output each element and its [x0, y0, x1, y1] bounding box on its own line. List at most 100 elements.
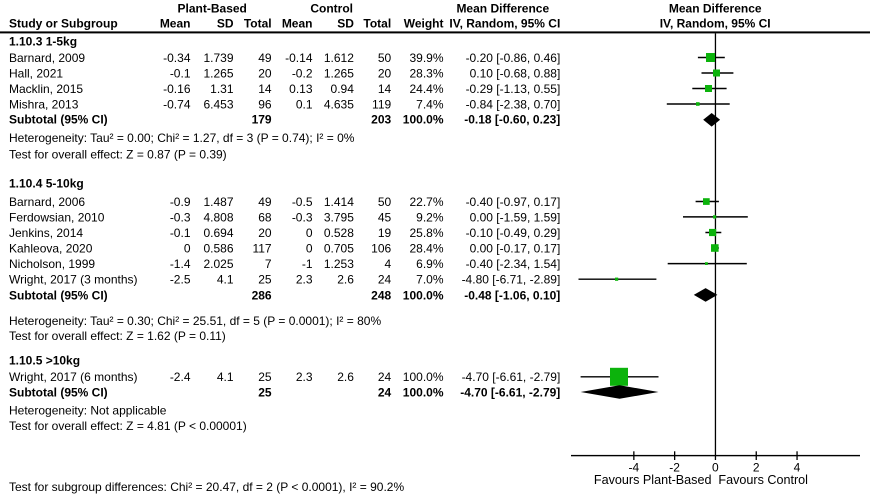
svg-text:Plant-Based: Plant-Based — [178, 2, 247, 16]
svg-text:50: 50 — [378, 195, 392, 209]
svg-text:2.6: 2.6 — [337, 370, 354, 384]
svg-text:4: 4 — [794, 460, 801, 474]
svg-text:Total: Total — [244, 16, 272, 30]
svg-text:1.10.4 5-10kg: 1.10.4 5-10kg — [9, 176, 84, 190]
svg-text:24.4%: 24.4% — [409, 82, 443, 96]
svg-text:-0.1: -0.1 — [170, 66, 191, 80]
svg-text:0: 0 — [306, 226, 313, 240]
svg-text:248: 248 — [371, 288, 391, 302]
svg-text:100.0%: 100.0% — [403, 112, 444, 126]
svg-text:203: 203 — [371, 112, 391, 126]
svg-text:14: 14 — [378, 82, 392, 96]
svg-text:39.9%: 39.9% — [409, 51, 443, 65]
svg-text:7.4%: 7.4% — [416, 97, 444, 111]
svg-text:Weight: Weight — [404, 16, 444, 30]
svg-text:4.635: 4.635 — [324, 97, 354, 111]
svg-text:Wright, 2017 (6 months): Wright, 2017 (6 months) — [9, 370, 138, 384]
svg-text:-4.70 [-6.61, -2.79]: -4.70 [-6.61, -2.79] — [462, 370, 561, 384]
svg-text:49: 49 — [258, 51, 272, 65]
svg-text:1.487: 1.487 — [203, 195, 233, 209]
svg-text:4.1: 4.1 — [217, 273, 234, 287]
svg-text:-0.2: -0.2 — [292, 66, 313, 80]
svg-text:20: 20 — [378, 66, 392, 80]
svg-text:-0.3: -0.3 — [170, 210, 191, 224]
svg-text:25: 25 — [258, 273, 272, 287]
svg-text:28.3%: 28.3% — [409, 66, 443, 80]
svg-text:Mean Difference: Mean Difference — [456, 2, 549, 16]
svg-text:SD: SD — [337, 16, 354, 30]
svg-text:1.10.5 >10kg: 1.10.5 >10kg — [9, 353, 80, 367]
svg-text:22.7%: 22.7% — [409, 195, 443, 209]
svg-text:Favours Control: Favours Control — [718, 473, 808, 487]
svg-text:Hall, 2021: Hall, 2021 — [9, 66, 63, 80]
svg-text:IV, Random, 95% CI: IV, Random, 95% CI — [660, 16, 771, 30]
svg-text:6.9%: 6.9% — [416, 257, 444, 271]
svg-text:1.31: 1.31 — [210, 82, 234, 96]
svg-text:Heterogeneity: Not applicable: Heterogeneity: Not applicable — [9, 403, 167, 417]
svg-text:-0.1: -0.1 — [170, 226, 191, 240]
svg-text:0.13: 0.13 — [289, 82, 313, 96]
svg-text:0: 0 — [712, 460, 719, 474]
svg-text:179: 179 — [252, 112, 272, 126]
svg-text:68: 68 — [258, 210, 272, 224]
svg-text:Heterogeneity: Tau² = 0.30; Ch: Heterogeneity: Tau² = 0.30; Chi² = 25.51… — [9, 314, 381, 328]
svg-text:2.3: 2.3 — [296, 370, 313, 384]
svg-text:Mean: Mean — [160, 16, 191, 30]
svg-text:-0.5: -0.5 — [292, 195, 313, 209]
svg-text:7: 7 — [265, 257, 272, 271]
svg-text:-0.84 [-2.38, 0.70]: -0.84 [-2.38, 0.70] — [466, 97, 561, 111]
svg-text:Mishra, 2013: Mishra, 2013 — [9, 97, 79, 111]
svg-text:-4.70 [-6.61, -2.79]: -4.70 [-6.61, -2.79] — [460, 386, 560, 400]
svg-text:100.0%: 100.0% — [403, 370, 444, 384]
svg-text:1.612: 1.612 — [324, 51, 354, 65]
svg-text:0.705: 0.705 — [324, 241, 354, 255]
svg-text:24: 24 — [378, 370, 392, 384]
svg-text:Heterogeneity: Tau² = 0.00; Ch: Heterogeneity: Tau² = 0.00; Chi² = 1.27,… — [9, 131, 355, 145]
svg-text:Ferdowsian, 2010: Ferdowsian, 2010 — [9, 210, 105, 224]
svg-text:Barnard, 2009: Barnard, 2009 — [9, 51, 85, 65]
svg-text:3.795: 3.795 — [324, 210, 354, 224]
svg-text:SD: SD — [217, 16, 234, 30]
svg-text:1.10.3 1-5kg: 1.10.3 1-5kg — [9, 35, 77, 49]
svg-text:Test for overall effect: Z = 1: Test for overall effect: Z = 1.62 (P = 0… — [9, 329, 226, 343]
svg-text:-0.40 [-2.34, 1.54]: -0.40 [-2.34, 1.54] — [466, 257, 561, 271]
svg-text:286: 286 — [252, 288, 272, 302]
svg-text:-0.40 [-0.97, 0.17]: -0.40 [-0.97, 0.17] — [466, 195, 561, 209]
svg-text:Wright, 2017 (3 months): Wright, 2017 (3 months) — [9, 273, 138, 287]
svg-text:-1: -1 — [302, 257, 313, 271]
svg-text:0: 0 — [306, 241, 313, 255]
svg-text:-0.16: -0.16 — [163, 82, 191, 96]
svg-text:-0.10 [-0.49, 0.29]: -0.10 [-0.49, 0.29] — [466, 226, 561, 240]
svg-text:1.265: 1.265 — [324, 66, 354, 80]
svg-text:20: 20 — [258, 66, 272, 80]
svg-text:9.2%: 9.2% — [416, 210, 444, 224]
svg-text:Total: Total — [363, 16, 391, 30]
svg-text:96: 96 — [258, 97, 272, 111]
svg-text:1.265: 1.265 — [203, 66, 233, 80]
svg-text:7.0%: 7.0% — [416, 273, 444, 287]
svg-text:Nicholson, 1999: Nicholson, 1999 — [9, 257, 95, 271]
svg-text:-0.48 [-1.06, 0.10]: -0.48 [-1.06, 0.10] — [464, 288, 560, 302]
svg-text:2.025: 2.025 — [203, 257, 233, 271]
svg-text:-2.4: -2.4 — [170, 370, 191, 384]
svg-text:1.253: 1.253 — [324, 257, 354, 271]
svg-text:IV, Random, 95% CI: IV, Random, 95% CI — [449, 16, 560, 30]
svg-text:6.453: 6.453 — [203, 97, 233, 111]
svg-text:-4.80 [-6.71, -2.89]: -4.80 [-6.71, -2.89] — [462, 273, 561, 287]
svg-text:2.6: 2.6 — [337, 273, 354, 287]
svg-text:117: 117 — [252, 241, 271, 255]
svg-text:19: 19 — [378, 226, 392, 240]
svg-text:-1.4: -1.4 — [170, 257, 191, 271]
svg-text:Control: Control — [310, 2, 353, 16]
svg-text:45: 45 — [378, 210, 392, 224]
svg-text:-0.20 [-0.86, 0.46]: -0.20 [-0.86, 0.46] — [466, 51, 561, 65]
svg-text:-4: -4 — [628, 460, 639, 474]
svg-text:106: 106 — [371, 241, 391, 255]
svg-text:20: 20 — [258, 226, 272, 240]
svg-text:Barnard, 2006: Barnard, 2006 — [9, 195, 85, 209]
svg-text:119: 119 — [372, 97, 391, 111]
svg-text:4: 4 — [385, 257, 392, 271]
svg-text:1.739: 1.739 — [203, 51, 233, 65]
svg-text:-2: -2 — [669, 460, 680, 474]
svg-text:25.8%: 25.8% — [409, 226, 443, 240]
